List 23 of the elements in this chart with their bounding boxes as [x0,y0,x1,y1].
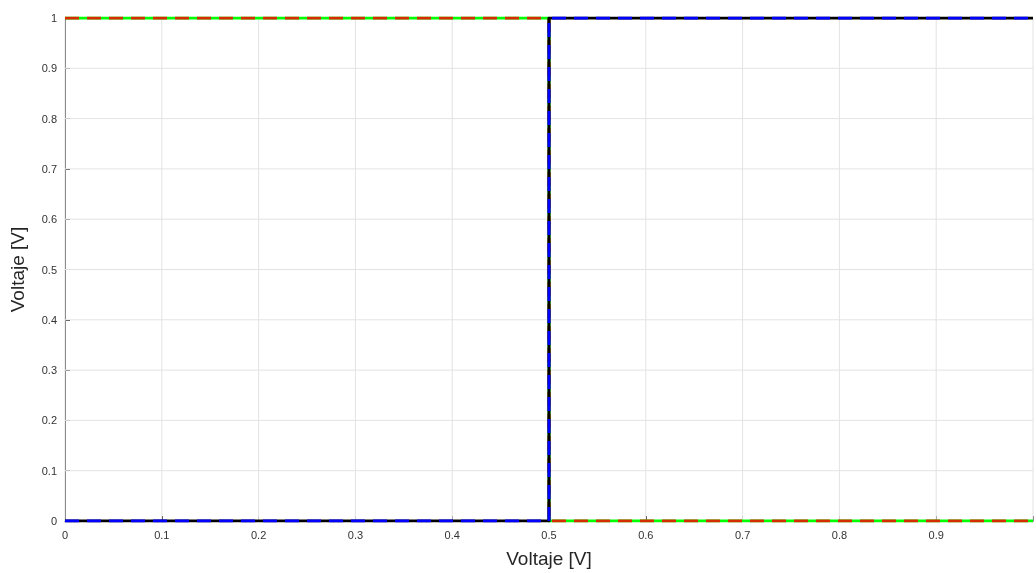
x-tick-label: 0.8 [831,528,848,541]
x-tick-label: 0.4 [444,528,460,541]
y-tick-label: 0.2 [41,414,57,427]
x-tick-label: 0.9 [928,528,944,541]
y-axis-title: Voltaje [V] [7,226,28,313]
y-tick-label: 0.5 [41,263,57,276]
y-tick-label: 0.3 [41,364,57,377]
x-tick-label: 0.1 [154,528,170,541]
y-tick-label: 0 [50,515,57,527]
x-tick-label: 0.5 [541,528,557,541]
y-tick-label: 0.6 [41,213,57,226]
y-tick-label: 0.9 [41,62,57,75]
y-tick-label: 0.8 [41,112,57,125]
y-tick-label: 0.4 [41,313,57,326]
x-tick-label: 0.7 [734,528,751,541]
x-axis-title: Voltaje [V] [506,548,592,569]
x-tick-label: 0.2 [250,528,267,541]
y-tick-label: 1 [50,12,57,24]
y-tick-label: 0.1 [41,464,57,477]
x-tick-label: 0 [61,528,69,541]
y-tick-label: 0.7 [41,162,57,175]
x-tick-label: 0.3 [347,528,364,541]
x-tick-label: 0.6 [638,528,654,541]
